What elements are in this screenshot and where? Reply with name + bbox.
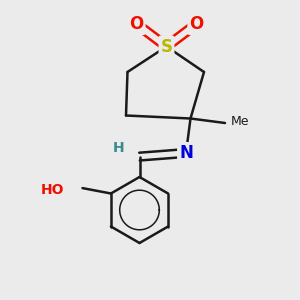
Text: S: S (160, 38, 172, 56)
Text: N: N (179, 144, 193, 162)
Text: H: H (113, 142, 124, 155)
Text: Me: Me (231, 115, 250, 128)
Text: O: O (189, 15, 204, 33)
Text: O: O (129, 15, 144, 33)
Text: HO: HO (41, 183, 64, 196)
